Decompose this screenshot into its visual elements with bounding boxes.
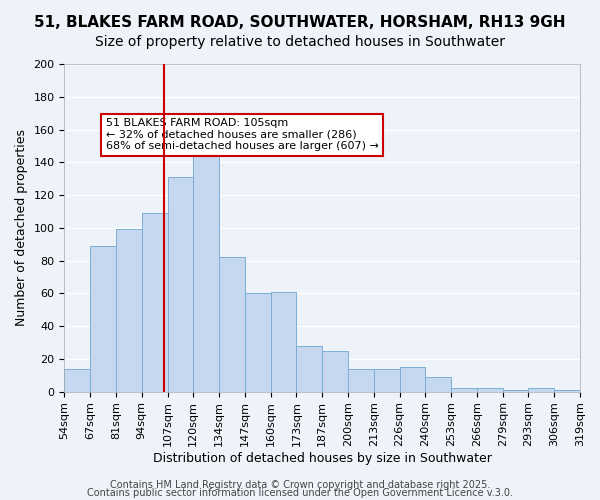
Bar [554,390,580,392]
Bar [529,388,554,392]
Bar [64,368,90,392]
Text: 51, BLAKES FARM ROAD, SOUTHWATER, HORSHAM, RH13 9GH: 51, BLAKES FARM ROAD, SOUTHWATER, HORSHA… [34,15,566,30]
Bar [477,388,503,392]
Bar [425,377,451,392]
Bar [167,177,193,392]
Bar [322,350,348,392]
Text: Size of property relative to detached houses in Southwater: Size of property relative to detached ho… [95,35,505,49]
Bar [193,142,219,392]
Bar [296,346,322,392]
Y-axis label: Number of detached properties: Number of detached properties [15,130,28,326]
Bar [245,294,271,392]
Text: Contains HM Land Registry data © Crown copyright and database right 2025.: Contains HM Land Registry data © Crown c… [110,480,490,490]
Bar [503,390,529,392]
Text: 51 BLAKES FARM ROAD: 105sqm
← 32% of detached houses are smaller (286)
68% of se: 51 BLAKES FARM ROAD: 105sqm ← 32% of det… [106,118,379,152]
Bar [374,368,400,392]
Bar [116,230,142,392]
Bar [400,367,425,392]
Text: Contains public sector information licensed under the Open Government Licence v.: Contains public sector information licen… [87,488,513,498]
Bar [271,292,296,392]
Bar [142,213,167,392]
Bar [451,388,477,392]
X-axis label: Distribution of detached houses by size in Southwater: Distribution of detached houses by size … [153,452,491,465]
Bar [348,368,374,392]
Bar [90,246,116,392]
Bar [219,258,245,392]
